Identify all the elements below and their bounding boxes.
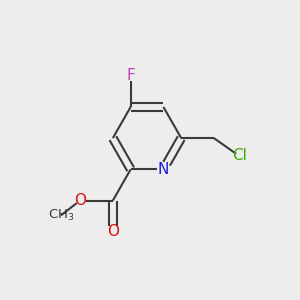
Text: F: F xyxy=(126,68,135,83)
Text: Cl: Cl xyxy=(232,148,247,164)
Text: N: N xyxy=(158,162,169,177)
Text: CH$_3$: CH$_3$ xyxy=(48,208,74,223)
Text: O: O xyxy=(107,224,119,239)
Text: O: O xyxy=(74,193,86,208)
